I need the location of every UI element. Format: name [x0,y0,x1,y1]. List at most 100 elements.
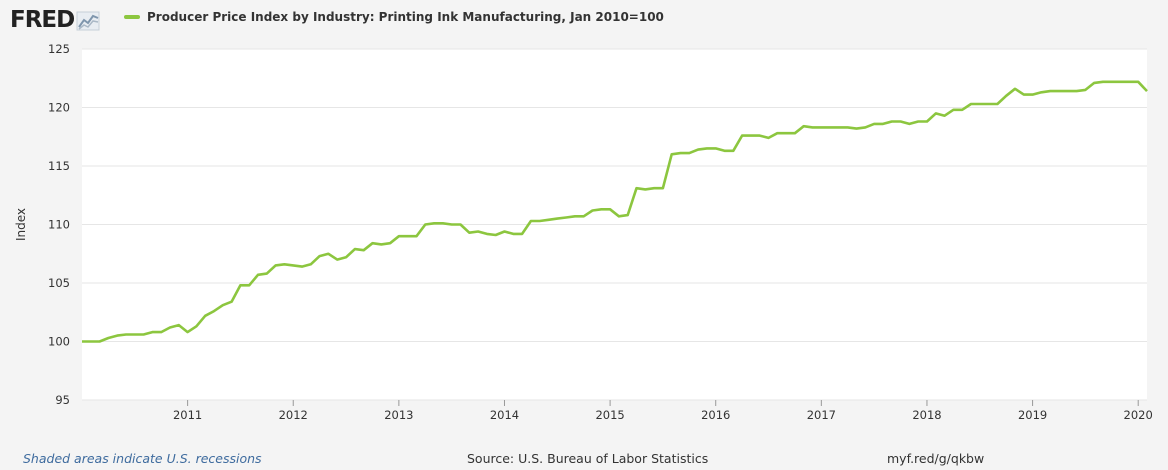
data-point[interactable] [713,146,718,151]
data-point[interactable] [537,219,542,224]
data-point[interactable] [889,119,894,124]
data-point[interactable] [335,257,340,262]
data-point[interactable] [801,124,806,129]
recession-note-link[interactable]: Shaded areas indicate U.S. recessions [23,451,262,466]
data-point[interactable] [1004,93,1009,98]
data-point[interactable] [300,264,305,269]
data-point[interactable] [652,186,657,191]
data-point[interactable] [792,131,797,136]
data-point[interactable] [212,309,217,314]
data-point[interactable] [432,221,437,226]
data-point[interactable] [572,214,577,219]
data-point[interactable] [969,102,974,107]
data-point[interactable] [1030,92,1035,97]
data-point[interactable] [361,248,366,253]
data-point[interactable] [220,303,225,308]
data-point[interactable] [308,262,313,267]
data-point[interactable] [247,283,252,288]
data-point[interactable] [863,125,868,130]
data-point[interactable] [828,125,833,130]
data-point[interactable] [1048,89,1053,94]
data-point[interactable] [854,126,859,131]
data-point[interactable] [396,234,401,239]
data-point[interactable] [977,102,982,107]
data-point[interactable] [449,222,454,227]
data-point[interactable] [484,231,489,236]
data-point[interactable] [388,241,393,246]
data-point[interactable] [88,339,93,344]
data-point[interactable] [317,254,322,259]
data-point[interactable] [625,213,630,218]
data-point[interactable] [1145,89,1150,94]
data-point[interactable] [1057,89,1062,94]
data-point[interactable] [872,121,877,126]
data-point[interactable] [1118,79,1123,84]
data-point[interactable] [986,102,991,107]
data-point[interactable] [1101,79,1106,84]
data-point[interactable] [942,113,947,118]
data-point[interactable] [80,339,85,344]
data-point[interactable] [784,131,789,136]
data-point[interactable] [185,330,190,335]
data-point[interactable] [898,119,903,124]
data-point[interactable] [775,131,780,136]
data-point[interactable] [766,135,771,140]
data-point[interactable] [1013,86,1018,91]
data-point[interactable] [907,121,912,126]
data-point[interactable] [704,146,709,151]
data-point[interactable] [1039,90,1044,95]
data-point[interactable] [740,133,745,138]
data-point[interactable] [264,271,269,276]
data-point[interactable] [819,125,824,130]
data-point[interactable] [493,233,498,238]
data-point[interactable] [229,299,234,304]
data-point[interactable] [810,125,815,130]
data-point[interactable] [502,229,507,234]
data-point[interactable] [881,121,886,126]
data-point[interactable] [124,332,129,337]
data-point[interactable] [132,332,137,337]
data-point[interactable] [1109,79,1114,84]
data-point[interactable] [379,242,384,247]
fred-logo[interactable]: FRED [10,6,102,34]
data-point[interactable] [555,216,560,221]
data-point[interactable] [643,187,648,192]
data-point[interactable] [1065,89,1070,94]
data-point[interactable] [97,339,102,344]
data-point[interactable] [414,234,419,239]
data-point[interactable] [564,215,569,220]
data-point[interactable] [458,222,463,227]
data-point[interactable] [150,330,155,335]
data-point[interactable] [660,186,665,191]
data-point[interactable] [1083,87,1088,92]
data-point[interactable] [616,214,621,219]
data-point[interactable] [916,119,921,124]
data-point[interactable] [995,102,1000,107]
data-point[interactable] [1092,80,1097,85]
data-point[interactable] [352,247,357,252]
data-point[interactable] [590,208,595,213]
data-point[interactable] [106,336,111,341]
data-point[interactable] [256,272,261,277]
data-point[interactable] [546,217,551,222]
data-point[interactable] [423,222,428,227]
data-point[interactable] [1074,89,1079,94]
data-point[interactable] [951,107,956,112]
data-point[interactable] [176,323,181,328]
data-point[interactable] [344,255,349,260]
data-point[interactable] [731,148,736,153]
data-point[interactable] [1136,79,1141,84]
data-point[interactable] [748,133,753,138]
chart-legend[interactable]: Producer Price Index by Industry: Printi… [124,10,664,24]
data-point[interactable] [405,234,410,239]
data-point[interactable] [528,219,533,224]
data-point[interactable] [845,125,850,130]
data-point[interactable] [370,241,375,246]
short-url[interactable]: myf.red/g/qkbw [887,451,985,466]
data-point[interactable] [634,186,639,191]
data-point[interactable] [757,133,762,138]
data-point[interactable] [669,152,674,157]
series-line-0[interactable] [82,80,1148,343]
data-point[interactable] [678,151,683,156]
